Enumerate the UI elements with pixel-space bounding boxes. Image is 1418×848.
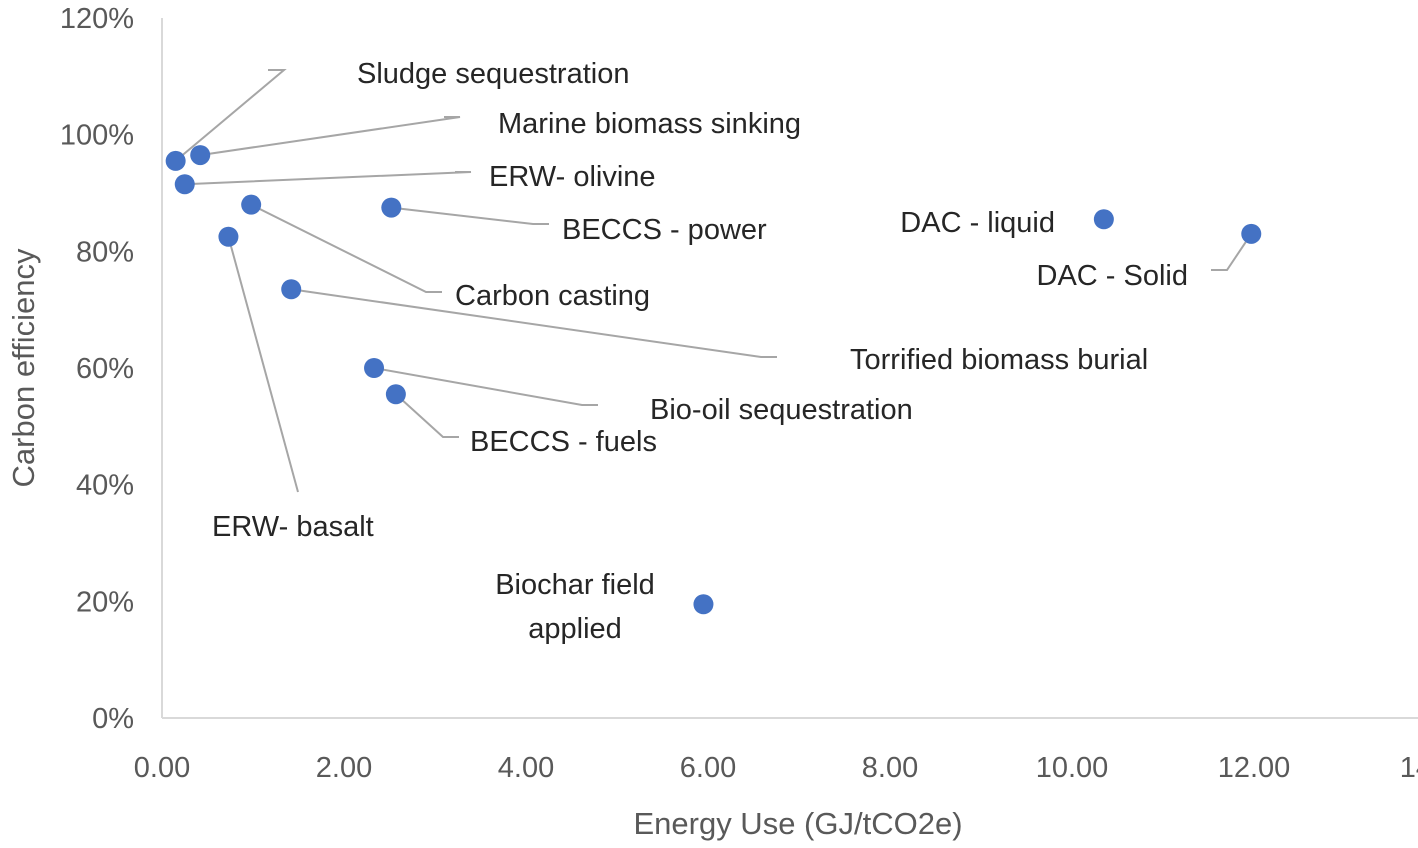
data-point	[218, 226, 239, 247]
point-label: Sludge sequestration	[357, 58, 629, 90]
x-tick-label: 2.00	[316, 752, 372, 784]
data-point	[364, 358, 385, 378]
axes	[161, 18, 1418, 719]
point-label: Biochar field applied	[495, 569, 655, 645]
data-point	[1241, 223, 1262, 244]
leader-lines	[175, 69, 1253, 493]
point-labels: Sludge sequestration Marine biomass sinki…	[212, 58, 1188, 645]
point-label: BECCS - power	[562, 214, 767, 246]
point-label: ERW- olivine	[489, 161, 656, 193]
point-label: Carbon casting	[455, 280, 650, 312]
x-tick-label: 4.00	[498, 752, 554, 784]
x-tick-label: 12.00	[1218, 752, 1291, 784]
leader-line	[200, 116, 461, 157]
point-label: Torrified biomass burial	[850, 344, 1148, 376]
leader-line	[1211, 233, 1253, 271]
y-tick-label: 60%	[76, 353, 134, 385]
point-label: Bio-oil sequestration	[650, 394, 913, 426]
data-point	[1093, 209, 1114, 230]
y-tick-label: 100%	[60, 120, 134, 152]
leader-line	[395, 393, 459, 438]
leader-line	[291, 288, 777, 358]
x-tick-label: 10.00	[1036, 752, 1109, 784]
y-axis-title: Carbon efficiency	[6, 248, 41, 487]
x-tick-label: 14.00	[1400, 752, 1418, 784]
data-point	[381, 197, 402, 218]
data-point	[241, 194, 262, 215]
leader-line	[184, 171, 472, 186]
y-tick-label: 120%	[60, 3, 134, 35]
data-point	[174, 174, 195, 195]
y-tick-label: 40%	[76, 470, 134, 502]
leader-line	[250, 203, 442, 293]
y-tick-label: 0%	[92, 703, 134, 735]
leader-line	[175, 69, 287, 162]
data-point	[281, 279, 302, 300]
data-points	[165, 145, 1262, 615]
leader-line	[227, 236, 299, 493]
x-tick-label: 0.00	[134, 752, 190, 784]
x-tick-labels: 0.00 2.00 4.00 6.00 8.00 10.00 12.00 14.00	[134, 752, 1418, 784]
x-axis-title: Energy Use (GJ/tCO2e)	[633, 806, 962, 841]
data-point	[385, 384, 406, 405]
point-label: Marine biomass sinking	[498, 108, 801, 140]
y-tick-labels: 0% 20% 40% 60% 80% 100% 120%	[60, 3, 134, 735]
y-tick-label: 20%	[76, 586, 134, 618]
x-tick-label: 8.00	[862, 752, 918, 784]
leader-line	[373, 367, 598, 406]
x-tick-label: 6.00	[680, 752, 736, 784]
y-tick-label: 80%	[76, 236, 134, 268]
point-label: DAC - Solid	[1037, 260, 1189, 292]
data-point	[190, 145, 211, 166]
point-label: BECCS - fuels	[470, 426, 657, 458]
data-point	[693, 594, 714, 615]
point-label: ERW- basalt	[212, 511, 374, 543]
point-label: DAC - liquid	[900, 207, 1055, 239]
leader-line	[391, 206, 549, 225]
data-point	[165, 150, 186, 171]
